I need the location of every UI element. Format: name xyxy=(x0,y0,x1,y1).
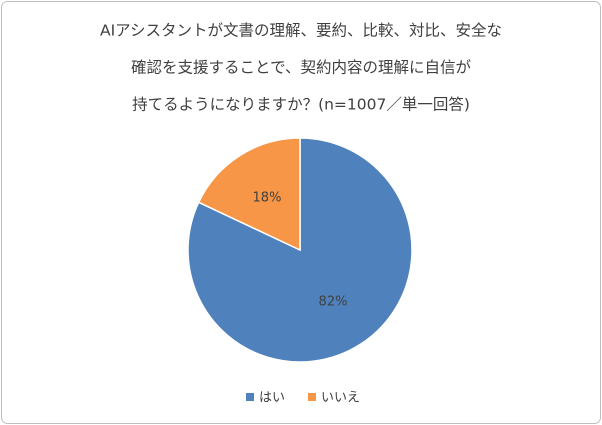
legend-label: はい xyxy=(259,391,285,406)
title-line: AIアシスタントが文書の理解、要約、比較、対比、安全な xyxy=(100,22,502,40)
legend-swatch xyxy=(308,393,316,401)
legend-label: いいえ xyxy=(321,391,360,406)
data-label: 18% xyxy=(253,190,282,205)
title-line: 持てるようになりますか？(n=1007／単一回答) xyxy=(132,96,470,114)
pie: 82% 18% xyxy=(187,137,413,363)
legend-swatch xyxy=(246,393,254,401)
legend: はい いいえ xyxy=(246,391,360,406)
pie-slice xyxy=(197,137,301,252)
data-label: 82% xyxy=(319,295,348,310)
chart-title: AIアシスタントが文書の理解、要約、比較、対比、安全な確認を支援することで、契約… xyxy=(100,22,502,114)
title-line: 確認を支援することで、契約内容の理解に自信が xyxy=(131,59,471,77)
